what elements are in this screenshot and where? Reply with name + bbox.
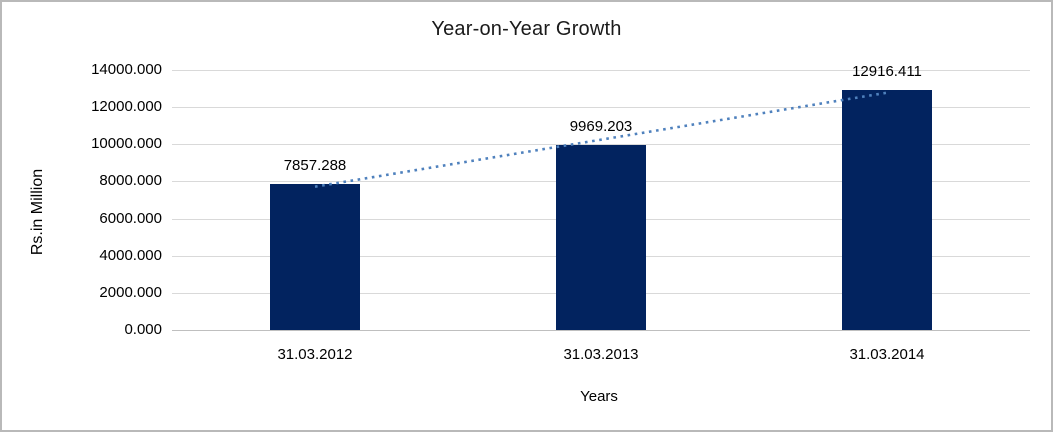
trendline	[314, 91, 888, 188]
data-label: 7857.288	[283, 157, 347, 175]
y-tick-label: 6000.000	[99, 209, 162, 227]
bar-31.03.2013	[556, 144, 646, 330]
data-label: 12916.411	[852, 63, 922, 81]
bar-31.03.2012	[270, 184, 360, 330]
trendline-dotted	[314, 91, 888, 188]
plot-area	[172, 70, 1030, 331]
y-tick-label: 0.000	[124, 321, 162, 338]
gridline	[172, 70, 1030, 71]
chart-title: Year-on-Year Growth	[431, 18, 622, 40]
y-tick-label: 8000.000	[99, 172, 162, 190]
x-tick-label: 31.03.2014	[849, 346, 925, 363]
x-axis-title: Years	[580, 388, 618, 405]
x-axis-line	[172, 329, 1030, 331]
y-tick-label: 12000.000	[91, 98, 162, 116]
gridline	[172, 144, 1030, 146]
y-tick-label: 4000.000	[99, 246, 162, 264]
x-tick-label: 31.03.2013	[563, 346, 639, 363]
bar-31.03.2014	[842, 90, 932, 330]
y-tick-label: 2000.000	[99, 283, 162, 301]
x-tick-label: 31.03.2012	[277, 346, 353, 363]
gridline	[172, 107, 1030, 109]
data-label: 9969.203	[569, 117, 633, 135]
y-tick-label: 10000.000	[91, 135, 162, 153]
y-tick-label: 14000.000	[91, 61, 162, 78]
